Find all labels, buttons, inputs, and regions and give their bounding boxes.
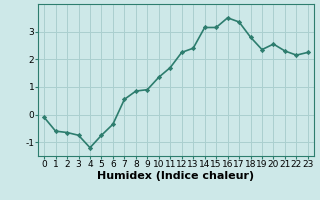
X-axis label: Humidex (Indice chaleur): Humidex (Indice chaleur) [97, 171, 255, 181]
